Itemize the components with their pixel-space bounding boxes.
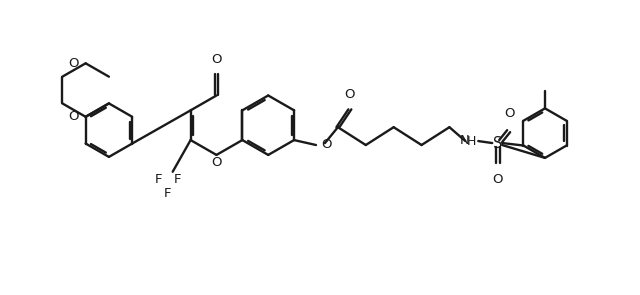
Text: O: O (68, 110, 79, 123)
Text: O: O (492, 173, 502, 186)
Text: F: F (174, 173, 181, 186)
Text: O: O (321, 137, 332, 150)
Text: F: F (164, 187, 172, 200)
Text: O: O (504, 107, 515, 120)
Text: H: H (467, 135, 476, 148)
Text: O: O (344, 88, 355, 101)
Text: O: O (211, 156, 221, 169)
Text: F: F (155, 173, 163, 186)
Text: N: N (460, 134, 469, 147)
Text: O: O (211, 53, 221, 66)
Text: O: O (68, 57, 79, 70)
Text: S: S (493, 135, 502, 150)
